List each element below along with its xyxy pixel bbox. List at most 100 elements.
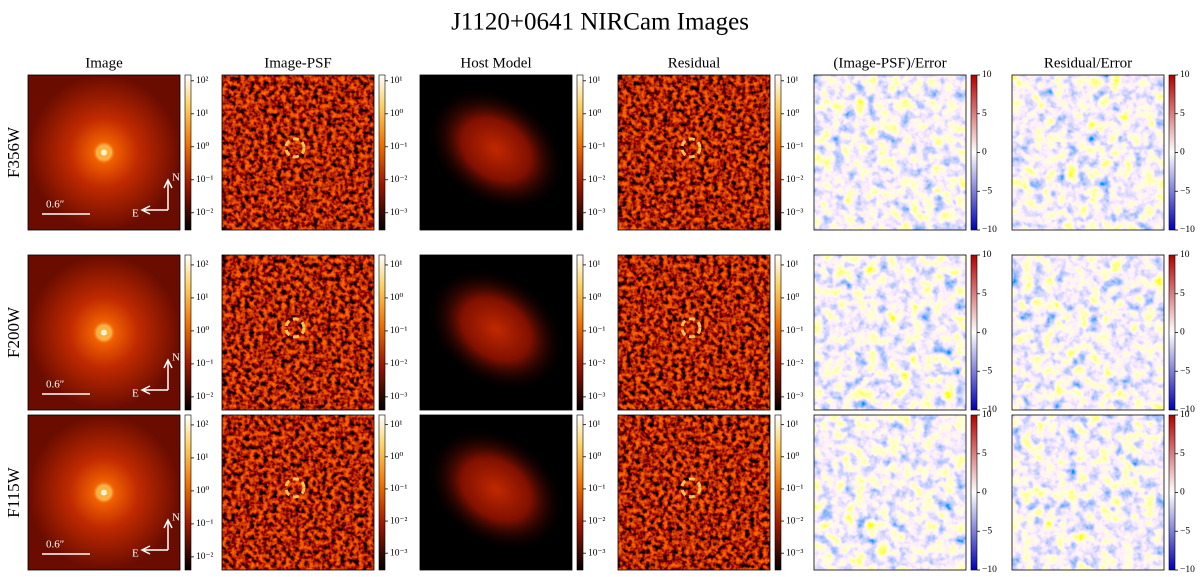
colorbar-tick-label: 5: [1180, 449, 1185, 459]
colorbar-tick-label: 10¹: [196, 293, 209, 303]
colorbar-tick-label: 10⁰: [196, 326, 210, 336]
colorbar-tick-label: 10: [982, 410, 992, 420]
compass-east-label: E: [132, 208, 139, 220]
colorbar-tick-label: 10⁻³: [786, 548, 804, 558]
compass-north-label: N: [172, 172, 180, 184]
psf-residual-ring: [680, 317, 702, 339]
colorbar-tick-label: 10¹: [196, 453, 209, 463]
column-header: Residual/Error: [1044, 55, 1132, 71]
colorbar-tick-label: 10⁰: [390, 293, 404, 303]
image-panel: [1011, 74, 1165, 231]
colorbar: [576, 74, 584, 231]
panel-frame: [617, 254, 771, 411]
noise-map: [222, 255, 374, 410]
colorbar-tick-label: 10⁻²: [196, 552, 214, 562]
colorbar-tick-label: 10²: [196, 420, 209, 430]
colorbar-tick-label: 10⁰: [786, 452, 800, 462]
colorbar-tick-label: 10: [982, 250, 992, 260]
image-panel: [617, 414, 771, 571]
colorbar-tick-label: 10⁻²: [390, 359, 408, 369]
colorbar-tick-label: −5: [982, 366, 992, 376]
panel-frame: [419, 414, 573, 571]
colorbar-tick-label: 10⁻²: [588, 175, 606, 185]
colorbar-tick-label: 0: [982, 148, 987, 158]
colorbar-tick-label: 10: [1180, 250, 1190, 260]
colorbar: [774, 414, 782, 571]
quasar-center: [101, 489, 107, 496]
colorbar: [378, 414, 386, 571]
noise-map: [618, 415, 770, 570]
colorbar-tick-label: 10⁰: [196, 142, 210, 152]
colorbar: [970, 74, 978, 231]
significance-map: [814, 75, 966, 230]
panel-frame: [419, 254, 573, 411]
image-panel: [1011, 254, 1165, 411]
colorbar-tick-label: 10⁻²: [786, 516, 804, 526]
colorbar: [184, 414, 192, 571]
colorbar-tick-label: 0: [982, 488, 987, 498]
colorbar-tick-label: 10⁻³: [390, 392, 408, 402]
compass-north-head: [163, 518, 173, 529]
compass-east-head: [140, 205, 151, 215]
noise-map: [222, 415, 374, 570]
panel-frame: [813, 414, 967, 571]
colorbar-tick-label: 5: [1180, 109, 1185, 119]
colorbar-tick-label: 10⁻²: [588, 359, 606, 369]
compass-north-label: N: [172, 352, 180, 364]
colorbar-tick-label: 10⁰: [390, 109, 404, 119]
column-header: Image-PSF: [264, 55, 332, 71]
psf-residual-ring: [284, 477, 306, 499]
colorbar-tick-label: 10⁻³: [390, 548, 408, 558]
colorbar-tick-label: 10⁰: [786, 109, 800, 119]
colorbar-tick-label: −5: [1180, 186, 1190, 196]
image-panel: [813, 414, 967, 571]
colorbar-tick-label: 10⁰: [588, 452, 602, 462]
colorbar-tick-label: 10⁻¹: [588, 326, 606, 336]
compass-north-head: [163, 358, 173, 369]
colorbar: [576, 254, 584, 411]
colorbar-tick-label: 10⁻¹: [390, 484, 408, 494]
compass-north-head: [163, 178, 173, 189]
colorbar-tick-label: 10⁰: [588, 109, 602, 119]
panel-frame: [221, 74, 375, 231]
row-label: F115W: [4, 466, 23, 517]
image-panel: [813, 254, 967, 411]
panel-frame: [221, 254, 375, 411]
host-galaxy: [426, 427, 566, 552]
colorbar-tick-label: 10¹: [588, 76, 601, 86]
panel-frame: [813, 254, 967, 411]
colorbar-tick-label: 10¹: [390, 260, 403, 270]
image-panel: [617, 254, 771, 411]
compass-east-label: E: [132, 548, 139, 560]
colorbar-tick-label: 10⁰: [390, 452, 404, 462]
image-panel: [813, 74, 967, 231]
image-panel: [419, 414, 573, 571]
colorbar: [774, 74, 782, 231]
significance-map: [814, 255, 966, 410]
colorbar-tick-label: 10⁻²: [786, 175, 804, 185]
image-panel: [221, 414, 375, 571]
panel-frame: [813, 74, 967, 231]
colorbar: [1168, 414, 1176, 571]
noise-map: [618, 255, 770, 410]
psf-residual-ring: [680, 477, 702, 499]
colorbar-tick-label: −10: [982, 225, 997, 235]
panel-frame: [617, 414, 771, 571]
colorbar-tick-label: 10¹: [786, 76, 799, 86]
colorbar-tick-label: 10¹: [390, 420, 403, 430]
colorbar: [970, 414, 978, 571]
colorbar-tick-label: 10⁻³: [588, 208, 606, 218]
significance-map: [1012, 415, 1164, 570]
psf-residual-ring: [680, 137, 702, 159]
compass-north-label: N: [172, 512, 180, 524]
colorbar-tick-label: 10: [1180, 410, 1190, 420]
panel-frame: [617, 74, 771, 231]
compass-east-head: [140, 385, 151, 395]
panel-frame: [221, 414, 375, 571]
colorbar-tick-label: −10: [1180, 565, 1195, 575]
colorbar-tick-label: 10¹: [786, 420, 799, 430]
panel-frame: [1011, 254, 1165, 411]
colorbar-tick-label: 10: [1180, 70, 1190, 80]
colorbar-tick-label: 10⁰: [196, 486, 210, 496]
